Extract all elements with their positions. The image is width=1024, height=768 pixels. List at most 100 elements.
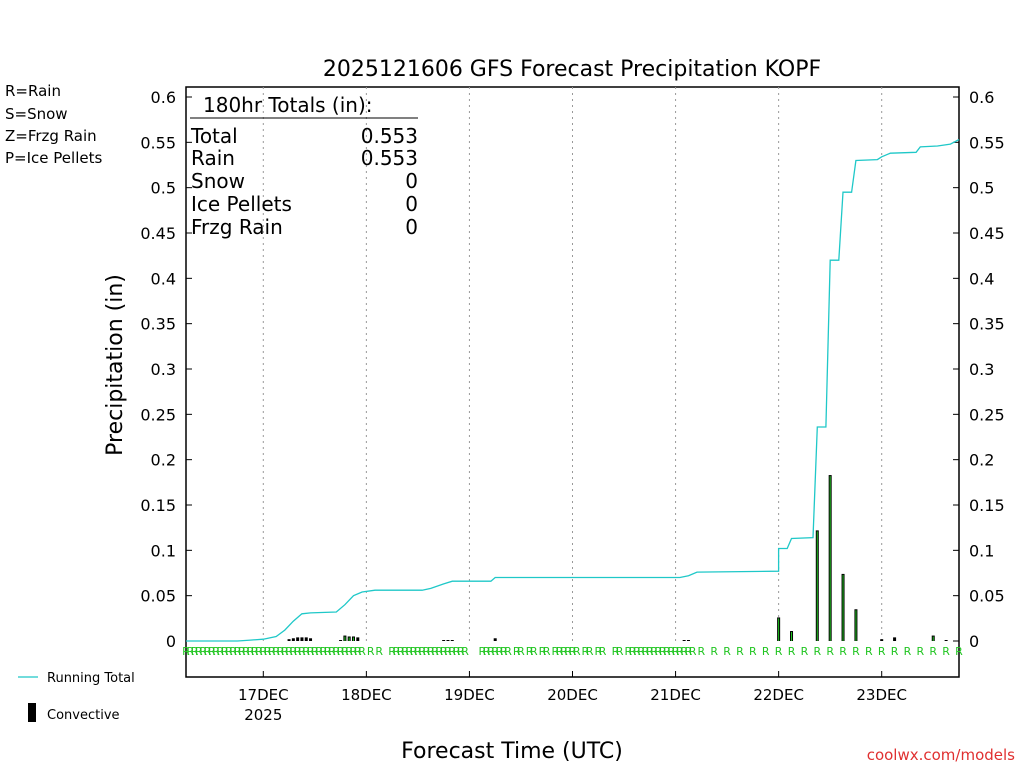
convective-bar — [450, 640, 454, 641]
legend-snow: S=Snow — [5, 105, 68, 123]
ptype-marker: R — [427, 645, 435, 658]
ptype-marker: R — [672, 645, 680, 658]
ptype-marker: R — [942, 645, 950, 658]
totals-value-total: 0.553 — [361, 124, 418, 148]
y-tick-label-left: 0.1 — [151, 541, 176, 560]
ptype-marker: R — [556, 645, 564, 658]
ptype-marker: R — [186, 645, 194, 658]
ptype-marker: R — [453, 645, 461, 658]
ptype-marker: R — [397, 645, 405, 658]
y-tick-label-right: 0.4 — [969, 269, 994, 288]
running-total-legend-label: Running Total — [47, 671, 135, 686]
x-tick-label: 17DEC — [238, 686, 289, 704]
x-axis-label: Forecast Time (UTC) — [401, 739, 623, 764]
y-tick-label-right: 0.15 — [969, 496, 1005, 515]
y-tick-label-right: 0.25 — [969, 405, 1005, 424]
ptype-marker: R — [268, 645, 276, 658]
bottom-legend: Running Total Convective — [18, 671, 135, 723]
ptype-marker: R — [311, 645, 319, 658]
convective-bar — [304, 637, 308, 641]
totals-label-ice-pellets: Ice Pellets — [191, 192, 292, 216]
ptype-marker: R — [393, 645, 401, 658]
ptype-marker: R — [629, 645, 637, 658]
ptype-marker: R — [749, 645, 757, 658]
ptype-marker: R — [646, 645, 654, 658]
legend-ice-pellets: P=Ice Pellets — [5, 149, 102, 167]
totals-value-frzg-rain: 0 — [405, 215, 418, 239]
ptype-marker: R — [655, 645, 663, 658]
ptype-marker: R — [354, 645, 362, 658]
x-tick-label: 23DEC — [856, 686, 907, 704]
ptype-marker: R — [624, 645, 632, 658]
y-tick-label-right: 0.35 — [969, 315, 1005, 334]
ptype-marker: R — [255, 645, 263, 658]
ptype-marker: R — [290, 645, 298, 658]
y-tick-label-left: 0.6 — [151, 88, 176, 107]
y-tick-label-left: 0.2 — [151, 451, 176, 470]
x-tick-label: 21DEC — [650, 686, 701, 704]
y-axis-right: 0 0.05 0.1 0.15 0.2 0.25 0.3 0.35 0.4 0.45 0.5 0.55… — [953, 88, 1005, 651]
x-tick-label: 22DEC — [753, 686, 804, 704]
ptype-marker: R — [569, 645, 577, 658]
y-tick-label-left: 0.35 — [140, 315, 176, 334]
ptype-marker: R — [204, 645, 212, 658]
rain-bar-fill — [344, 636, 346, 641]
y-tick-label-left: 0.45 — [140, 224, 176, 243]
ptype-marker: R — [573, 645, 581, 658]
x-tick-label: 20DEC — [547, 686, 598, 704]
rain-bar-fill — [932, 636, 934, 641]
ptype-marker: R — [689, 645, 697, 658]
credit-text: coolwx.com/models — [867, 746, 1015, 764]
ptype-marker: R — [667, 645, 675, 658]
ptype-marker: R — [723, 645, 731, 658]
ptype-marker: R — [539, 645, 547, 658]
ptype-marker: R — [530, 645, 538, 658]
ptype-marker: R — [917, 645, 925, 658]
ptype-marker: R — [491, 645, 499, 658]
x-axis: 17DEC 2025 18DEC 19DEC 20DEC 21DEC 22DEC 23DEC — [238, 671, 907, 724]
y-tick-label-left: 0.05 — [140, 587, 176, 606]
ptype-marker: R — [259, 645, 267, 658]
ptype-marker: R — [762, 645, 770, 658]
ptype-marker: R — [736, 645, 744, 658]
ptype-marker: R — [182, 645, 190, 658]
ptype-marker: R — [612, 645, 620, 658]
convective-bar — [446, 640, 450, 641]
convective-bar — [309, 638, 313, 641]
ptype-marker: R — [663, 645, 671, 658]
ptype-marker: R — [517, 645, 525, 658]
ptype-marker: R — [586, 645, 594, 658]
gridlines — [262, 87, 883, 641]
ptype-marker: R — [307, 645, 315, 658]
ptype-marker: R — [328, 645, 336, 658]
rain-bar-fill — [352, 637, 354, 641]
ptype-marker: R — [440, 645, 448, 658]
ptype-marker: R — [500, 645, 508, 658]
convective-bar — [291, 638, 295, 641]
convective-bar — [944, 640, 948, 641]
ptype-marker: R — [238, 645, 246, 658]
y-tick-label-right: 0.55 — [969, 133, 1005, 152]
y-tick-label-right: 0.2 — [969, 451, 994, 470]
ptype-marker: R — [526, 645, 534, 658]
rain-bar-fill — [816, 531, 818, 641]
legend-rain: R=Rain — [5, 82, 61, 100]
y-tick-label-left: 0.5 — [151, 179, 176, 198]
ptype-marker: R — [264, 645, 272, 658]
y-tick-label-right: 0.6 — [969, 88, 994, 107]
ptype-marker: R — [448, 645, 456, 658]
ptype-marker: R — [251, 645, 259, 658]
ptype-marker: R — [199, 645, 207, 658]
ptype-marker: R — [285, 645, 293, 658]
convective-bar — [893, 637, 897, 641]
ptype-marker: R — [436, 645, 444, 658]
ptype-marker: R — [431, 645, 439, 658]
ptype-marker: R — [272, 645, 280, 658]
totals-value-rain: 0.553 — [361, 146, 418, 170]
convective-bar — [300, 637, 304, 641]
y-tick-label-left: 0.55 — [140, 133, 176, 152]
ptype-marker: R — [298, 645, 306, 658]
convective-bar — [686, 640, 690, 641]
y-tick-label-left: 0 — [166, 632, 176, 651]
